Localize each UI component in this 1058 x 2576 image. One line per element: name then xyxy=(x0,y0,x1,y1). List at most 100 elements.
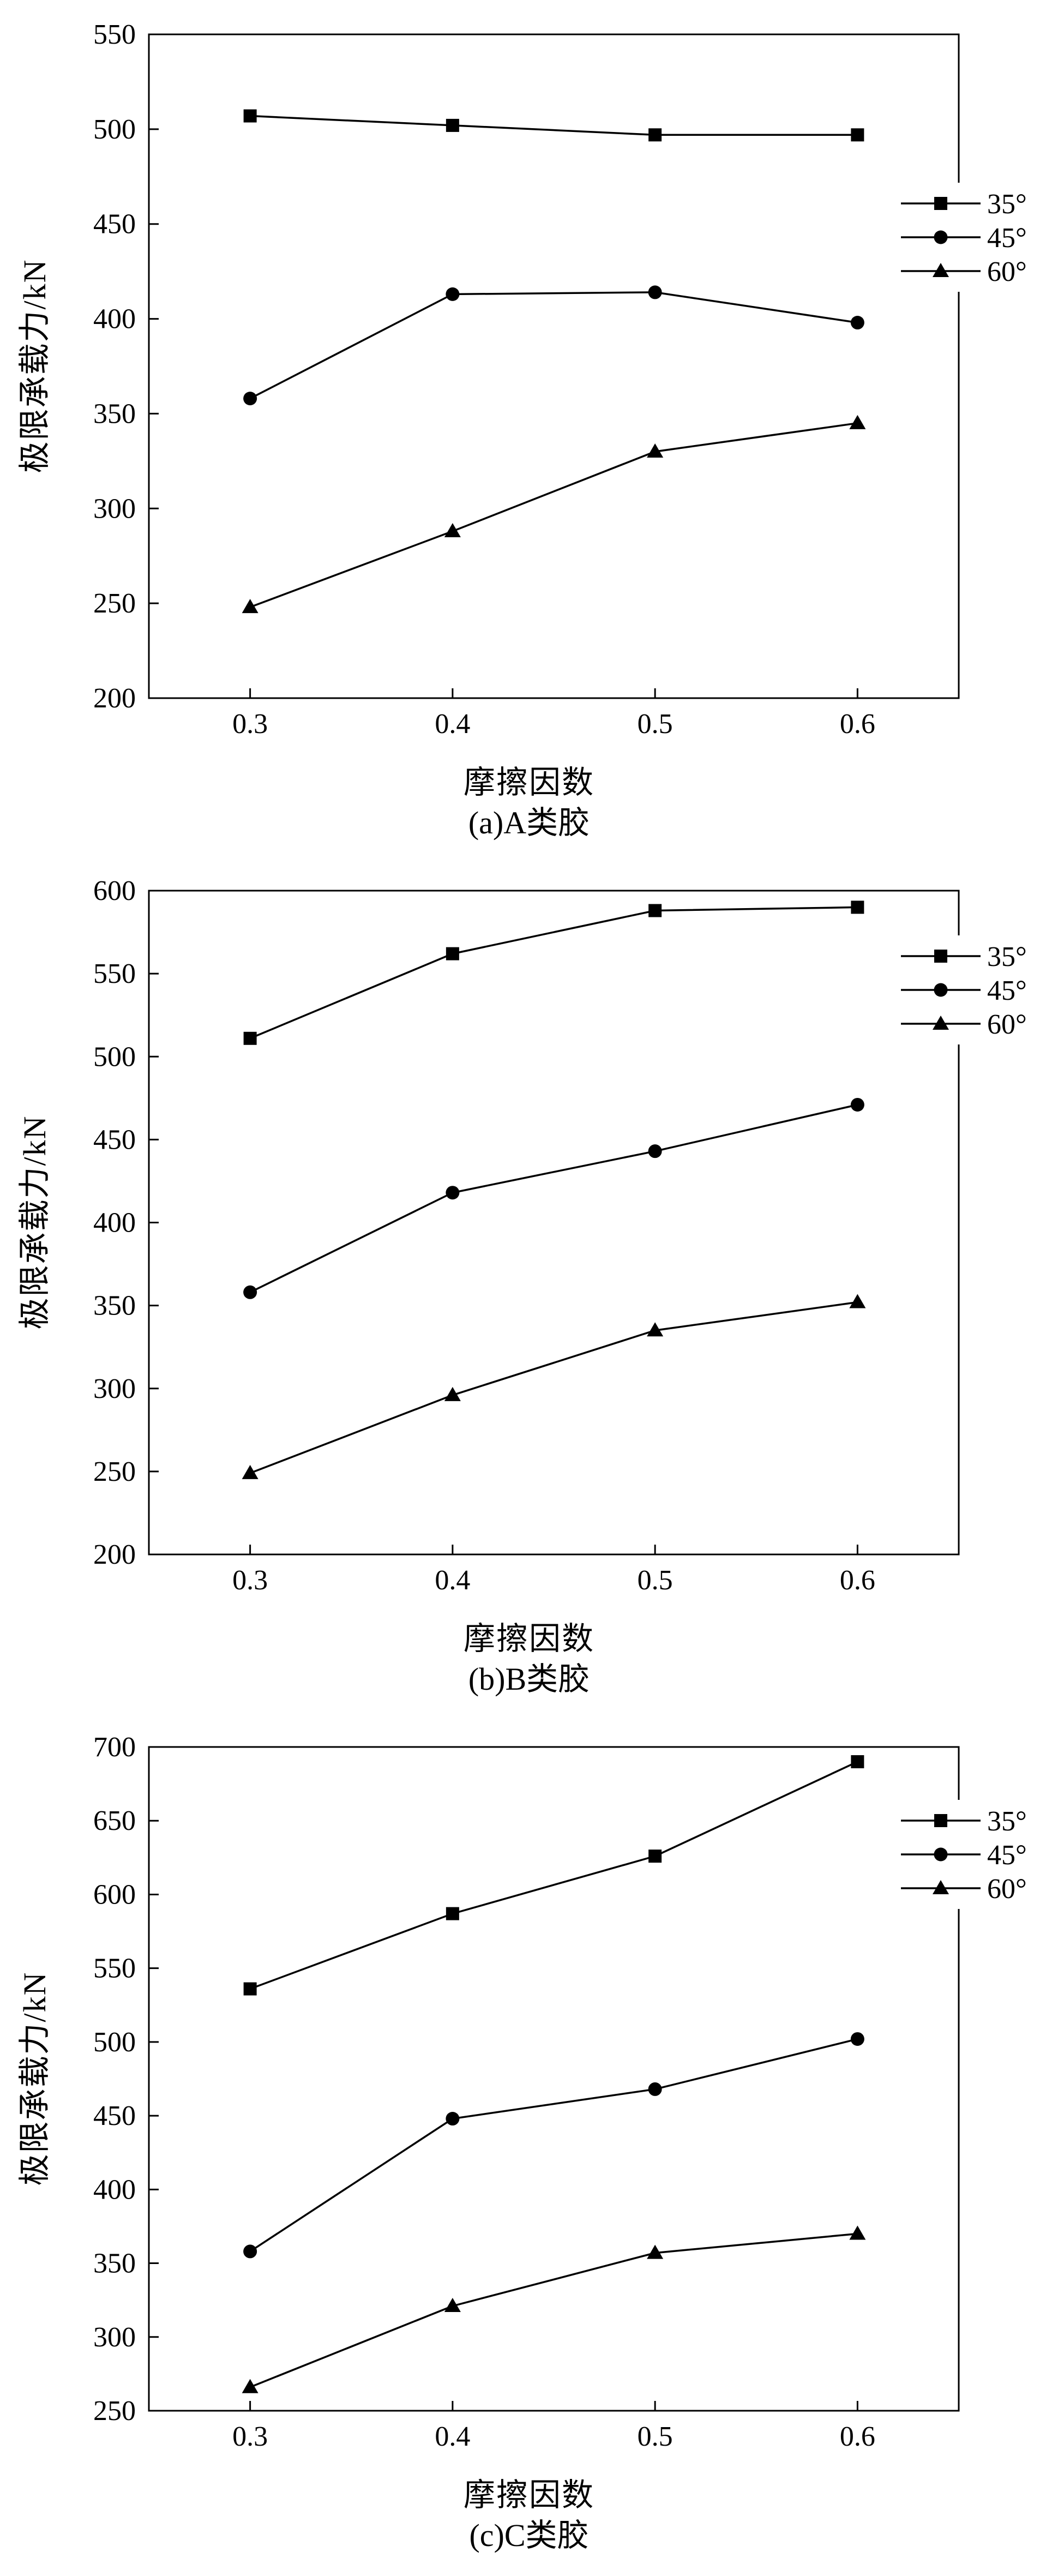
plot-box xyxy=(148,33,960,699)
marker-circle xyxy=(934,230,948,244)
marker-circle xyxy=(243,2244,257,2259)
series-line xyxy=(250,115,858,136)
chart-a-y-axis-label: 极限承载力/kN xyxy=(17,259,52,473)
x-tick-label: 0.4 xyxy=(435,2421,470,2452)
marker-circle xyxy=(850,2032,864,2046)
y-tick-label: 250 xyxy=(93,588,136,619)
marker-circle xyxy=(648,285,662,299)
y-tick-label: 400 xyxy=(93,1208,136,1239)
marker-triangle xyxy=(242,2379,259,2393)
y-tick-label: 500 xyxy=(93,2027,136,2058)
marker-triangle xyxy=(647,2244,664,2259)
y-tick-label: 450 xyxy=(93,209,136,240)
legend-label: 35° xyxy=(987,941,1027,972)
legend-label: 60° xyxy=(987,256,1027,287)
marker-square xyxy=(648,1850,662,1863)
chart-b-section: 200 250 300 350 400 450 500 550 600 0.3 0.4 0.5 0.6 3… xyxy=(0,856,1058,1700)
marker-circle xyxy=(446,287,460,301)
chart-b-canvas: 200 250 300 350 400 450 500 550 600 0.3 0.4 0.5 0.6 3… xyxy=(0,861,1058,1619)
series-line xyxy=(249,291,858,400)
marker-triangle xyxy=(444,1386,461,1401)
marker-triangle xyxy=(242,1464,259,1479)
series-line xyxy=(249,1103,858,1293)
y-tick-label: 450 xyxy=(93,1124,136,1155)
y-tick-label: 550 xyxy=(93,1953,136,1984)
legend-label: 35° xyxy=(987,189,1027,220)
y-tick-label: 400 xyxy=(93,2174,136,2205)
chart-a-plot: 200 250 300 350 400 450 500 550 0.3 0.4 0.5 0.6 35°4… xyxy=(93,19,1053,740)
marker-square xyxy=(934,950,947,963)
y-tick-label: 200 xyxy=(93,1539,136,1570)
marker-square xyxy=(243,109,257,123)
y-tick-label: 600 xyxy=(93,875,136,906)
legend-label: 35° xyxy=(987,1806,1027,1837)
y-tick-label: 200 xyxy=(93,683,136,714)
chart-c-caption: (c)C类胶 xyxy=(469,2518,589,2553)
marker-circle xyxy=(850,316,864,330)
marker-triangle xyxy=(933,263,949,277)
series-line xyxy=(249,1301,858,1474)
y-tick-label: 400 xyxy=(93,304,136,335)
marker-triangle xyxy=(849,1294,866,1308)
series-line xyxy=(249,2038,858,2253)
y-tick-label: 600 xyxy=(93,1879,136,1910)
marker-square xyxy=(851,128,864,142)
marker-square xyxy=(934,197,947,210)
marker-triangle xyxy=(444,2297,461,2312)
marker-circle xyxy=(243,1285,257,1299)
x-tick-label: 0.5 xyxy=(638,2421,673,2452)
chart-c-x-axis-label: 摩擦因数 xyxy=(463,2477,594,2513)
x-tick-label: 0.3 xyxy=(232,1565,268,1596)
chart-b-y-axis-label: 极限承载力/kN xyxy=(17,1115,52,1330)
plot-box xyxy=(148,890,960,1556)
x-tick-label: 0.6 xyxy=(840,2421,875,2452)
x-tick-label: 0.4 xyxy=(435,708,470,740)
marker-circle xyxy=(446,2112,460,2126)
marker-triangle xyxy=(849,2225,866,2240)
marker-square xyxy=(851,900,864,914)
marker-square xyxy=(446,1907,459,1920)
marker-square xyxy=(446,118,459,132)
chart-c-y-axis-label: 极限承载力/kN xyxy=(17,1971,52,2186)
series-line xyxy=(250,1761,858,1990)
y-tick-label: 300 xyxy=(93,2322,136,2353)
chart-c-plot: 250 300 350 400 450 500 550 600 650 700 0.3 0.4 0.5 0… xyxy=(93,1732,1053,2452)
y-tick-label: 500 xyxy=(93,114,136,145)
series-line xyxy=(249,2232,858,2388)
x-tick-label: 0.5 xyxy=(638,1565,673,1596)
x-tick-label: 0.5 xyxy=(638,708,673,740)
legend-label: 60° xyxy=(987,1874,1027,1905)
legend-label: 45° xyxy=(987,1840,1027,1871)
marker-circle xyxy=(648,2082,662,2096)
marker-circle xyxy=(850,1097,864,1112)
marker-triangle xyxy=(647,1322,664,1337)
y-tick-label: 700 xyxy=(93,1732,136,1763)
y-tick-label: 250 xyxy=(93,1456,136,1487)
marker-square xyxy=(934,1814,947,1827)
y-tick-label: 350 xyxy=(93,1290,136,1322)
marker-square xyxy=(851,1755,864,1769)
series-line xyxy=(250,422,858,608)
y-tick-label: 350 xyxy=(93,2248,136,2279)
y-tick-label: 300 xyxy=(93,1373,136,1404)
marker-triangle xyxy=(647,443,664,458)
chart-b-plot: 200 250 300 350 400 450 500 550 600 0.3 0.4 0.5 0.6 3… xyxy=(93,875,1053,1596)
marker-triangle xyxy=(933,1880,949,1894)
chart-a-x-axis-label: 摩擦因数 xyxy=(463,765,594,800)
marker-triangle xyxy=(444,523,461,538)
chart-c-section: 250 300 350 400 450 500 550 600 650 700 0.3 0.4 0.5 0… xyxy=(0,1713,1058,2556)
x-tick-label: 0.3 xyxy=(232,2421,268,2452)
chart-c-canvas: 250 300 350 400 450 500 550 600 650 700 0.3 0.4 0.5 0… xyxy=(0,1717,1058,2475)
marker-circle xyxy=(446,1186,460,1200)
chart-b-caption: (b)B类胶 xyxy=(468,1661,590,1697)
y-tick-label: 350 xyxy=(93,398,136,429)
marker-square xyxy=(446,947,459,960)
legend-label: 60° xyxy=(987,1009,1027,1040)
series-line xyxy=(249,906,858,1040)
marker-triangle xyxy=(933,1016,949,1030)
marker-circle xyxy=(648,1144,662,1158)
chart-a-canvas: 200 250 300 350 400 450 500 550 0.3 0.4 0.5 0.6 35° 4… xyxy=(0,4,1058,762)
marker-square xyxy=(648,128,662,142)
x-tick-label: 0.3 xyxy=(232,708,268,740)
x-tick-label: 0.6 xyxy=(840,708,875,740)
